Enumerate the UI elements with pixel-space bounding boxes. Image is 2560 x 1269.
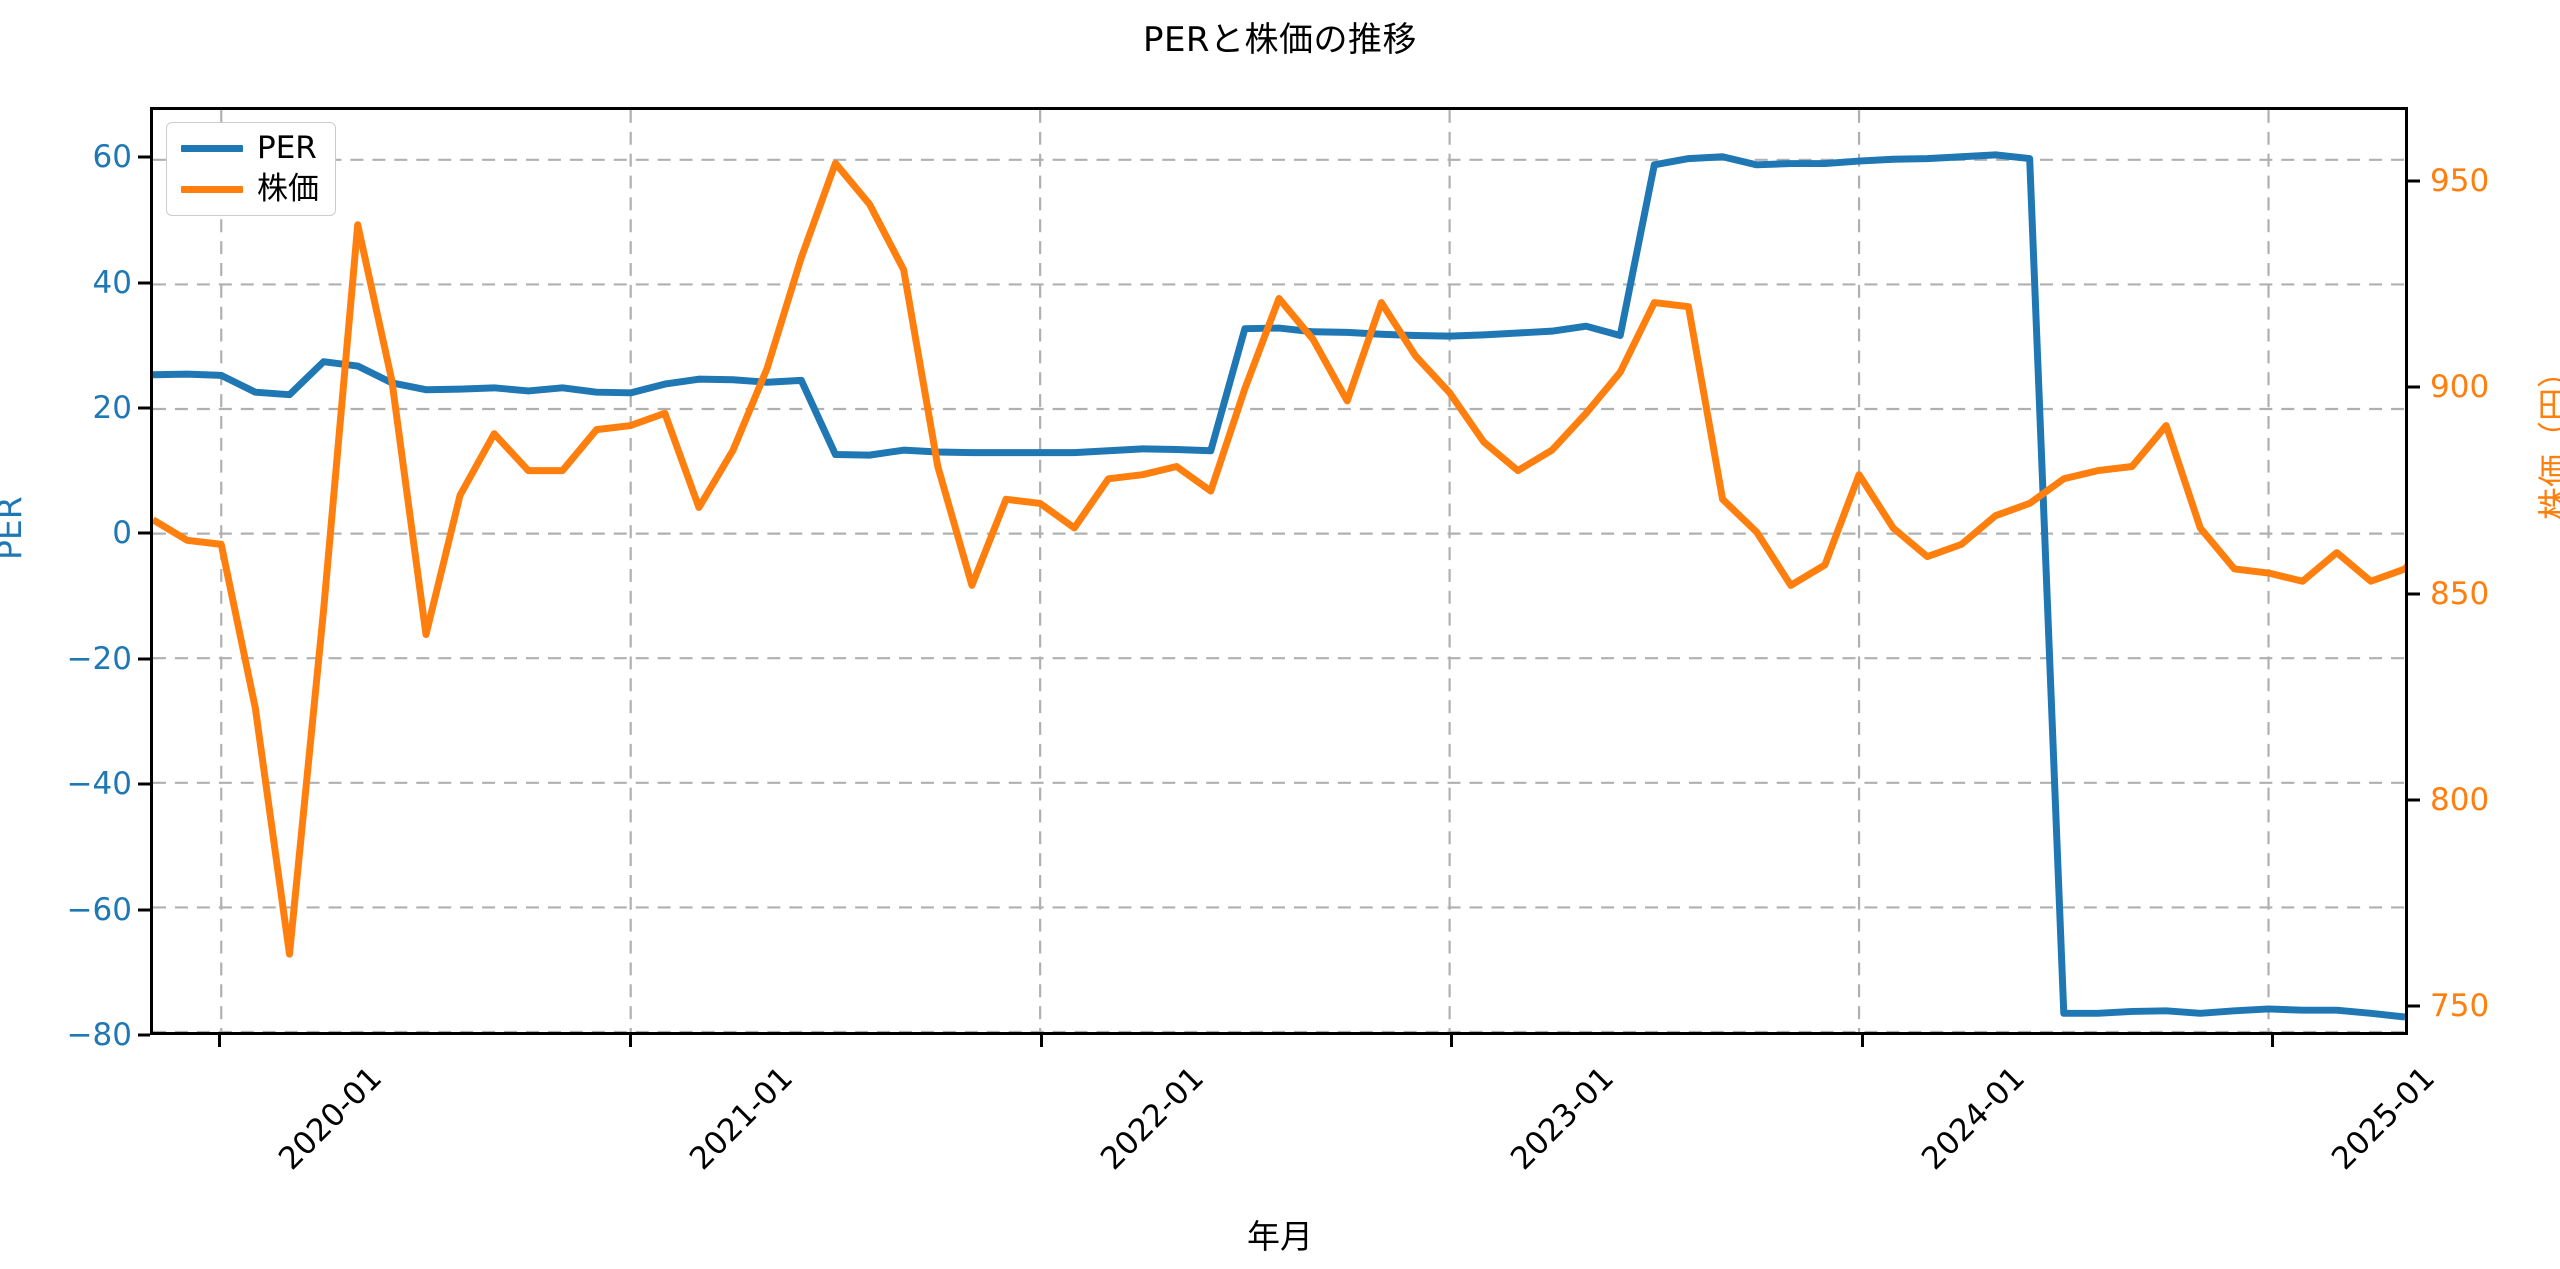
y-axis-left-tick-mark (138, 155, 150, 159)
y-axis-right-tick-mark (2408, 1004, 2420, 1008)
y-axis-right-tick-mark (2408, 592, 2420, 596)
y-axis-right-tick-mark (2408, 385, 2420, 389)
legend-color-swatch (181, 186, 243, 193)
plot-area (150, 107, 2408, 1035)
x-axis-tick-label: 2023-01 (1503, 1060, 1622, 1178)
legend-item-label: 株価 (257, 171, 319, 207)
legend-item-per[interactable]: PER (181, 133, 319, 164)
y-axis-left-tick-label: −20 (66, 640, 132, 677)
y-axis-left-tick-label: 0 (112, 515, 132, 552)
y-axis-left-tick-label: 20 (92, 389, 132, 426)
x-axis-tick-mark (628, 1035, 632, 1047)
y-axis-left-tick-mark (138, 406, 150, 410)
y-axis-left-tick-mark (138, 531, 150, 535)
y-axis-left-tick-label: 40 (92, 264, 132, 301)
chart-legend[interactable]: PER 株価 (166, 122, 336, 216)
y-axis-left-tick-mark (138, 782, 150, 786)
x-axis-tick-mark (1450, 1035, 1454, 1047)
y-axis-left-tick-mark (138, 1033, 150, 1037)
plot-inner (153, 110, 2405, 1032)
y-axis-left-tick-label: 60 (92, 139, 132, 176)
grid-lines (153, 110, 2405, 1032)
x-axis-tick-label: 2020-01 (272, 1060, 390, 1178)
y-axis-right-tick-mark (2408, 798, 2420, 802)
x-axis-tick-label: 2022-01 (1093, 1060, 1211, 1178)
legend-item-label: PER (257, 130, 317, 166)
x-axis-tick-mark (2271, 1035, 2275, 1047)
y-axis-left-tick-mark (138, 281, 150, 285)
y-axis-left-tick-label: −60 (66, 891, 132, 928)
x-axis-tick-label: 2024-01 (1914, 1060, 2032, 1178)
legend-item-price[interactable]: 株価 (181, 174, 319, 205)
y-axis-right-tick-label: 950 (2430, 163, 2490, 200)
y-axis-right-tick-label: 800 (2430, 781, 2490, 818)
data-lines (153, 151, 2405, 1021)
x-axis-tick-mark (1039, 1035, 1043, 1047)
y-axis-left-tick-label: −40 (66, 766, 132, 803)
x-axis-tick-mark (218, 1035, 222, 1047)
y-axis-right-tick-label: 850 (2430, 575, 2490, 612)
y-axis-left-tick-mark (138, 908, 150, 912)
series-line-price (153, 159, 2405, 958)
x-axis-label: 年月 (1247, 1217, 1313, 1256)
series-line-per (153, 151, 2405, 1021)
x-axis-tick-label: 2025-01 (2325, 1060, 2443, 1178)
y-axis-right-tick-label: 900 (2430, 369, 2490, 406)
chart-title: PERと株価の推移 (1142, 20, 1418, 60)
y-axis-right-tick-label: 750 (2430, 988, 2490, 1025)
x-axis-tick-mark (1860, 1035, 1864, 1047)
y-axis-left-tick-mark (138, 657, 150, 661)
x-axis-tick-label: 2021-01 (682, 1060, 800, 1178)
y-axis-right-tick-mark (2408, 179, 2420, 183)
y-axis-left-tick-label: −80 (66, 1017, 132, 1053)
legend-color-swatch (181, 145, 243, 152)
